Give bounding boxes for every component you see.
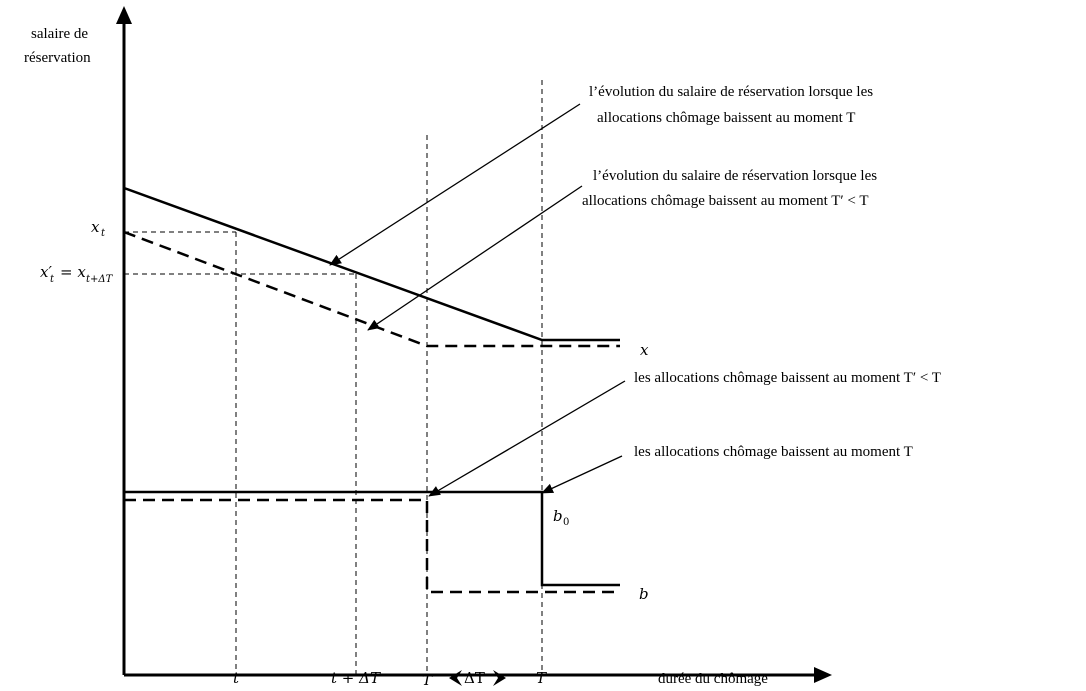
annotation-2: l’évolution du salaire de réservation lo… (582, 168, 877, 209)
benefit-curve-T (124, 490, 620, 587)
x-tick-t: t (233, 669, 240, 687)
x-tick-t-plus-dT: t + ΔT (331, 669, 381, 687)
vertical-guides (235, 80, 543, 675)
curve-label-b: b (639, 585, 649, 603)
svg-text:b: b (553, 507, 563, 525)
svg-text:x: x (91, 218, 100, 236)
curve-label-b0: b 0 (553, 507, 569, 528)
svg-text:t+ΔT: t+ΔT (86, 274, 114, 285)
annotation-4: les allocations chômage baissent au mome… (634, 444, 913, 460)
y-tick-x-t: x t (91, 218, 106, 239)
arrow-annotation-1 (329, 103, 581, 266)
y-axis-label-line2: réservation (24, 50, 91, 66)
svg-text:l’évolution du salaire de rése: l’évolution du salaire de réservation lo… (593, 168, 877, 184)
arrow-annotation-3 (428, 380, 626, 497)
x-tick-T-prime: T′ (422, 671, 436, 689)
horizontal-guides (124, 231, 356, 275)
svg-text:t: t (50, 274, 55, 285)
svg-text:x′: x′ (40, 263, 52, 281)
svg-text:allocations chômage baissent a: allocations chômage baissent au moment T (597, 110, 855, 126)
svg-text:ΔT: ΔT (464, 669, 485, 687)
x-axis-arrow (814, 667, 832, 683)
arrow-annotation-2 (367, 185, 583, 331)
y-tick-x-t-prime: x′ t = x t+ΔT (40, 263, 114, 285)
arrow-annotation-4 (541, 455, 623, 494)
reservation-wage-curve-T (123, 186, 620, 342)
svg-text:t: t (101, 228, 106, 239)
svg-text:0: 0 (563, 517, 569, 528)
axes (122, 22, 818, 677)
svg-text:allocations chômage baissent a: allocations chômage baissent au moment T… (582, 193, 869, 209)
x-tick-T: T (536, 669, 547, 687)
svg-text:l’évolution du salaire de rése: l’évolution du salaire de réservation lo… (589, 84, 873, 100)
annotation-3: les allocations chômage baissent au mome… (634, 370, 941, 386)
y-axis-label-line1: salaire de (31, 26, 88, 42)
y-axis-arrow (116, 6, 132, 24)
annotation-1: l’évolution du salaire de réservation lo… (589, 84, 873, 126)
curve-label-x: x (640, 341, 649, 359)
delta-T-span: ΔT (449, 669, 506, 687)
annotation-arrows (329, 103, 626, 497)
reservation-wage-curve-T-prime (123, 230, 620, 348)
benefit-curve-T-prime (124, 498, 620, 594)
svg-text:= x: = x (60, 263, 86, 281)
x-axis-label: durée du chômage (658, 671, 768, 687)
